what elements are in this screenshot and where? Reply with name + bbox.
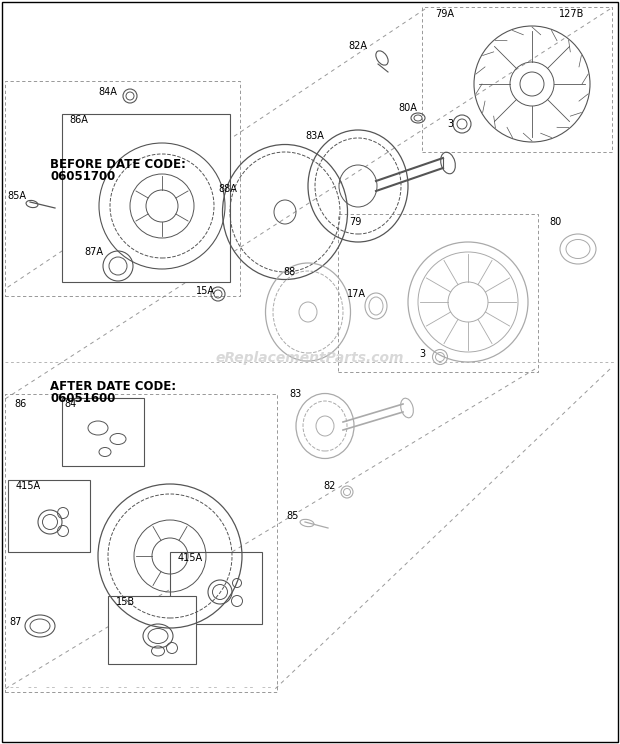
Bar	[108, 596, 196, 664]
Text: 84: 84	[64, 399, 76, 409]
Text: 15B: 15B	[116, 597, 135, 607]
Text: eReplacementParts.com: eReplacementParts.com	[216, 351, 404, 365]
Bar	[8, 480, 90, 552]
Text: 86: 86	[14, 399, 26, 409]
Text: 06051700: 06051700	[50, 170, 115, 182]
Bar	[62, 114, 230, 282]
Text: 82A: 82A	[348, 41, 368, 51]
Text: 87: 87	[10, 617, 22, 627]
Text: 415A: 415A	[178, 553, 203, 563]
Text: 3: 3	[447, 119, 453, 129]
Text: 83: 83	[290, 389, 302, 399]
Text: 3: 3	[419, 349, 425, 359]
Text: BEFORE DATE CODE:: BEFORE DATE CODE:	[50, 158, 186, 170]
Text: 88: 88	[284, 267, 296, 277]
Text: 88A: 88A	[219, 184, 237, 194]
Text: AFTER DATE CODE:: AFTER DATE CODE:	[50, 379, 176, 393]
Text: 83A: 83A	[306, 131, 324, 141]
Text: 15A: 15A	[195, 286, 215, 296]
Text: 86A: 86A	[69, 115, 89, 125]
Bar	[170, 552, 262, 624]
Text: 06051600: 06051600	[50, 391, 115, 405]
Bar	[62, 398, 144, 466]
Text: 79A: 79A	[435, 9, 454, 19]
Text: 87A: 87A	[84, 247, 104, 257]
Text: 85: 85	[287, 511, 299, 521]
Text: 80: 80	[550, 217, 562, 227]
Text: 127B: 127B	[559, 9, 585, 19]
Text: 85A: 85A	[7, 191, 27, 201]
Text: 79: 79	[349, 217, 361, 227]
Text: 17A: 17A	[347, 289, 366, 299]
Text: 80A: 80A	[399, 103, 417, 113]
Text: 84A: 84A	[99, 87, 117, 97]
Text: 82: 82	[324, 481, 336, 491]
Text: 415A: 415A	[16, 481, 41, 491]
